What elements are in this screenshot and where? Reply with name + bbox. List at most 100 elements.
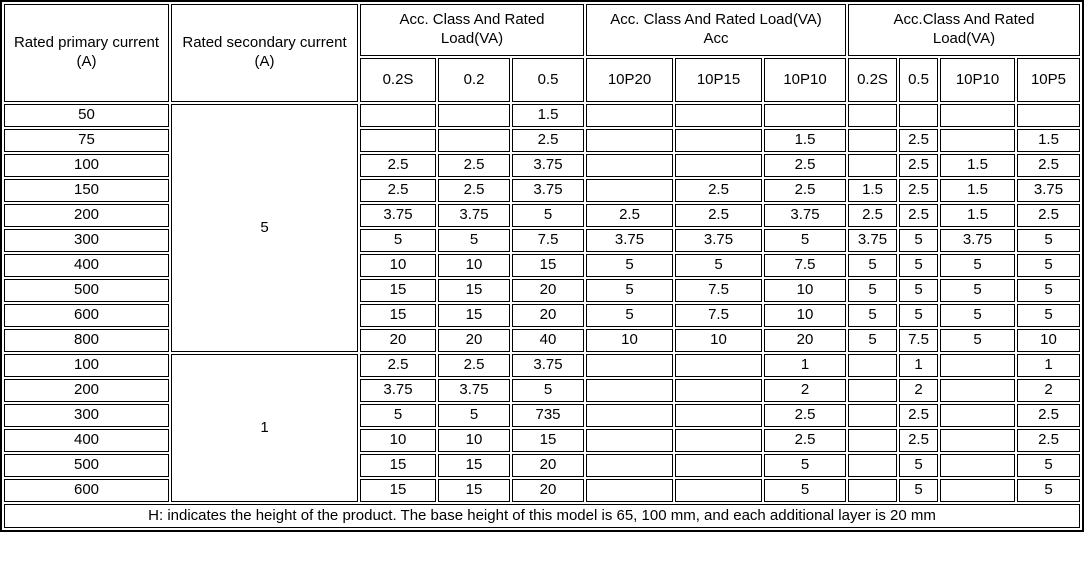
load-value-cell: 1 [764, 354, 846, 377]
load-value-cell [586, 454, 673, 477]
load-value-cell: 3.75 [940, 229, 1015, 252]
load-value-cell: 3.75 [360, 379, 436, 402]
load-value-cell: 1.5 [512, 104, 584, 127]
footer-row: H: indicates the height of the product. … [4, 504, 1080, 528]
load-value-cell: 20 [512, 454, 584, 477]
secondary-current-cell: 1 [171, 354, 358, 502]
table-row: 50 5 1.5 [4, 104, 1080, 352]
load-value-cell [586, 179, 673, 202]
load-value-cell: 1.5 [940, 154, 1015, 177]
load-value-cell: 2.5 [1017, 429, 1080, 452]
load-value-cell: 2.5 [675, 204, 762, 227]
load-value-cell: 15 [360, 454, 436, 477]
load-value-cell: 1.5 [848, 179, 897, 202]
load-value-cell: 2 [899, 379, 938, 402]
load-value-cell: 5 [1017, 229, 1080, 252]
table-row: 100 1 2.5 2.5 3.75 1 1 1 [4, 354, 1080, 502]
table-row: 800 20 20 40 10 10 20 5 7.5 5 10 [4, 329, 1080, 352]
load-value-cell: 2.5 [438, 179, 510, 202]
load-value-cell [675, 479, 762, 502]
load-value-cell: 3.75 [1017, 179, 1080, 202]
load-value-cell: 2.5 [438, 354, 510, 377]
load-value-cell: 1.5 [764, 129, 846, 152]
load-value-cell [438, 104, 510, 127]
load-value-cell: 2.5 [899, 129, 938, 152]
load-value-cell [848, 454, 897, 477]
load-value-cell: 10 [586, 329, 673, 352]
load-value-cell: 15 [360, 304, 436, 327]
table-row: 200 3.75 3.75 5 2.5 2.5 3.75 2.5 2.5 1.5 2.5 [4, 204, 1080, 227]
primary-current-cell: 300 [4, 404, 169, 427]
load-value-cell [1017, 104, 1080, 127]
load-value-cell: 2.5 [899, 404, 938, 427]
load-value-cell: 20 [764, 329, 846, 352]
secondary-current-header: Rated secondary current (A) [171, 4, 358, 102]
load-value-cell: 5 [764, 229, 846, 252]
acc-class-group-1-header: Acc. Class And Rated Load(VA) [360, 4, 584, 56]
primary-current-cell: 600 [4, 479, 169, 502]
table-row: 400 10 10 15 2.5 2.5 2.5 [4, 429, 1080, 452]
load-value-cell: 3.75 [675, 229, 762, 252]
footer-note: H: indicates the height of the product. … [4, 504, 1080, 528]
table-row: 600 15 15 20 5 7.5 10 5 5 5 5 [4, 304, 1080, 327]
load-value-cell: 1 [899, 354, 938, 377]
header-group-row: Rated primary current (A) Rated secondar… [4, 4, 1080, 102]
load-value-cell: 3.75 [586, 229, 673, 252]
load-value-cell: 7.5 [764, 254, 846, 277]
load-value-cell: 5 [940, 304, 1015, 327]
load-value-cell: 5 [1017, 304, 1080, 327]
col-header-10p20: 10P20 [586, 58, 673, 102]
load-value-cell: 5 [586, 254, 673, 277]
load-value-cell: 5 [764, 479, 846, 502]
primary-current-cell: 100 [4, 154, 169, 177]
load-value-cell [586, 429, 673, 452]
load-value-cell [586, 129, 673, 152]
load-value-cell: 1 [1017, 354, 1080, 377]
load-value-cell: 20 [360, 329, 436, 352]
load-value-cell [940, 429, 1015, 452]
load-value-cell: 2.5 [848, 204, 897, 227]
load-value-cell: 10 [438, 254, 510, 277]
load-value-cell [764, 104, 846, 127]
load-value-cell: 5 [848, 329, 897, 352]
load-value-cell [675, 129, 762, 152]
load-value-cell: 5 [438, 229, 510, 252]
primary-current-cell: 100 [4, 354, 169, 377]
load-value-cell [940, 479, 1015, 502]
primary-current-cell: 500 [4, 454, 169, 477]
load-value-cell: 2.5 [360, 179, 436, 202]
table-header: Rated primary current (A) Rated secondar… [4, 4, 1080, 102]
load-value-cell: 20 [438, 329, 510, 352]
col-header-02s-1: 0.2S [360, 58, 436, 102]
load-value-cell: 2.5 [360, 354, 436, 377]
secondary-current-cell: 5 [171, 104, 358, 352]
load-value-cell: 2.5 [586, 204, 673, 227]
load-value-cell [675, 404, 762, 427]
load-value-cell: 5 [512, 204, 584, 227]
load-value-cell [675, 104, 762, 127]
load-value-cell [940, 104, 1015, 127]
load-value-cell: 15 [512, 254, 584, 277]
load-value-cell: 5 [360, 229, 436, 252]
table-footer: H: indicates the height of the product. … [4, 504, 1080, 528]
load-value-cell: 5 [512, 379, 584, 402]
table-row: 600 15 15 20 5 5 5 [4, 479, 1080, 502]
load-value-cell: 20 [512, 279, 584, 302]
load-value-cell [438, 129, 510, 152]
load-value-cell: 5 [586, 279, 673, 302]
load-value-cell: 5 [848, 254, 897, 277]
load-value-cell: 10 [438, 429, 510, 452]
col-header-10p5: 10P5 [1017, 58, 1080, 102]
load-value-cell: 3.75 [764, 204, 846, 227]
primary-current-cell: 200 [4, 204, 169, 227]
load-value-cell: 3.75 [512, 354, 584, 377]
load-value-cell: 5 [848, 304, 897, 327]
primary-current-header: Rated primary current (A) [4, 4, 169, 102]
load-value-cell: 5 [360, 404, 436, 427]
load-value-cell: 15 [438, 479, 510, 502]
load-value-cell: 2.5 [438, 154, 510, 177]
table-row: 300 5 5 7.5 3.75 3.75 5 3.75 5 3.75 5 [4, 229, 1080, 252]
load-value-cell [940, 379, 1015, 402]
load-value-cell: 2.5 [675, 179, 762, 202]
load-value-cell: 2.5 [512, 129, 584, 152]
